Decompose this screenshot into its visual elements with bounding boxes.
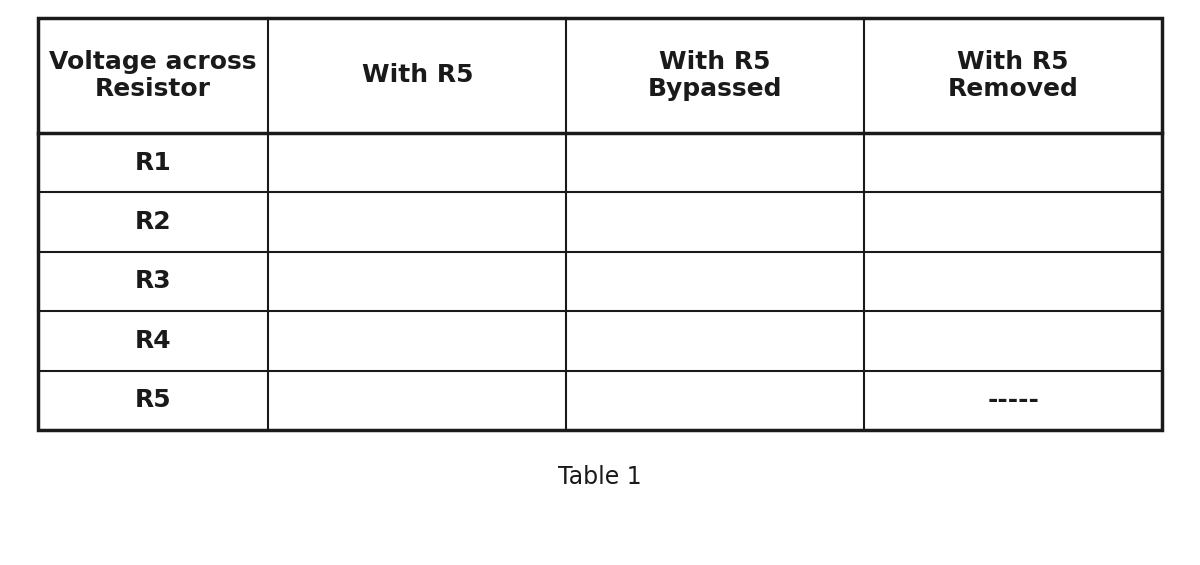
Text: Table 1: Table 1	[558, 465, 642, 489]
Text: With R5
Bypassed: With R5 Bypassed	[648, 50, 782, 101]
Text: R4: R4	[134, 329, 172, 353]
Text: Voltage across
Resistor: Voltage across Resistor	[49, 50, 257, 101]
Text: R5: R5	[134, 388, 172, 412]
Text: -----: -----	[988, 388, 1039, 412]
Bar	[38, 18, 1162, 430]
Text: With R5: With R5	[361, 63, 473, 88]
Text: R3: R3	[134, 270, 172, 293]
Text: R2: R2	[134, 210, 172, 234]
Text: R1: R1	[134, 151, 172, 175]
Text: With R5
Removed: With R5 Removed	[948, 50, 1079, 101]
